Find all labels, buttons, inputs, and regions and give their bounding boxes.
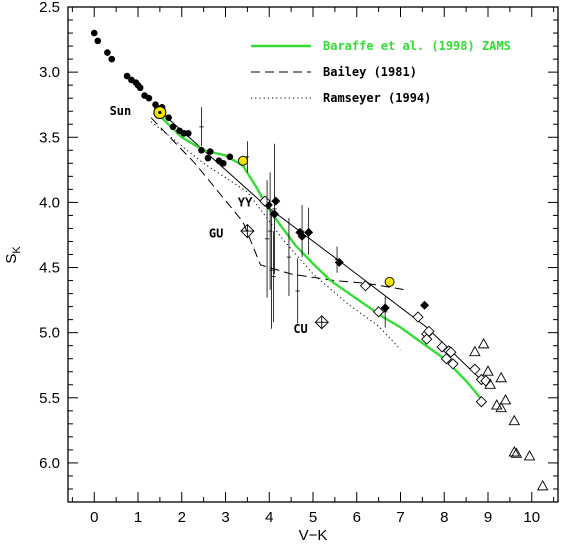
legend-label: Ramseyer (1994): [323, 91, 431, 105]
data-point-filled-circle: [90, 29, 98, 37]
data-point-filled-circle: [226, 153, 234, 161]
x-tick-label: 4: [265, 509, 273, 526]
data-point-filled-circle: [108, 55, 116, 63]
data-point-open-triangle: [523, 449, 536, 461]
data-point-open-triangle: [499, 393, 512, 405]
data-point-open-triangle: [510, 447, 523, 458]
data-point-open-diamond: [421, 333, 433, 345]
y-tick-label: 6.0: [39, 455, 60, 472]
data-point-open-diamond: [447, 358, 459, 370]
bailey-1981-line: [150, 117, 405, 291]
x-tick-label: 0: [90, 509, 98, 526]
data-point-yellow-circle: [238, 155, 248, 166]
annotations: Sun YY GU CU: [110, 104, 308, 336]
data-point-open-triangle: [477, 337, 490, 349]
data-point-open-diamond: [412, 311, 424, 323]
y-axis-label-subscript: K: [11, 246, 23, 254]
x-tick-label: 1: [134, 509, 142, 526]
data-point-filled-diamond: [271, 196, 281, 206]
x-tick-label: 10: [523, 509, 540, 526]
data-point-open-diamond: [372, 306, 385, 318]
y-tick-label: 3.0: [39, 64, 60, 81]
y-tick-label: 5.5: [39, 390, 60, 407]
data-point-open-diamond: [440, 353, 453, 365]
legend-label: Bailey (1981): [323, 65, 417, 79]
data-point-filled-circle: [145, 94, 153, 102]
fit-line: [155, 106, 484, 383]
data-point-open-diamond: [359, 280, 372, 292]
data-point-open-triangle: [536, 479, 549, 491]
data-point-filled-circle: [198, 146, 205, 154]
data-point-filled-circle: [134, 81, 142, 89]
y-tick-label: 2.5: [39, 0, 60, 16]
x-tick-label: 7: [396, 509, 404, 526]
y-axis-label-main: S: [3, 254, 20, 264]
data-point-open-triangle: [469, 345, 481, 357]
annotation-label: Sun: [110, 104, 132, 118]
data-point-open-diamond: [469, 363, 481, 375]
sun-symbol-dot: [158, 110, 162, 115]
x-tick-label: 3: [221, 509, 229, 526]
data-point-filled-circle: [123, 72, 131, 80]
data-point-filled-circle: [165, 114, 172, 122]
data-point-filled-circle: [204, 154, 212, 162]
y-axis-label: SK: [3, 246, 23, 264]
y-tick-label: 5.0: [39, 325, 60, 342]
data-point-filled-circle: [94, 37, 102, 45]
annotation-label: YY: [238, 195, 253, 209]
data-point-open-triangle: [508, 414, 521, 426]
data-point-open-triangle: [495, 401, 507, 413]
data-point-open-triangle: [490, 399, 503, 410]
x-tick-label: 6: [353, 509, 361, 526]
data-point-filled-circle: [206, 148, 214, 155]
data-point-filled-circle: [104, 49, 111, 56]
legend-label: Baraffe et al. (1998) ZAMS: [323, 39, 511, 53]
data-point-filled-circle: [185, 130, 192, 137]
x-tick-label: 5: [309, 509, 317, 526]
data-point-filled-circle: [220, 160, 227, 167]
axes-layer: 0 1 2 3 4 5 6 7 8 9 10 2.5 3.0 3.5 4.0 4.5 5.0 5.5 6.0: [39, 0, 558, 526]
x-tick-label: 8: [440, 509, 448, 526]
x-tick-label: 9: [484, 509, 492, 526]
y-tick-label: 4.5: [39, 260, 60, 277]
legend: Baraffe et al. (1998) ZAMS Bailey (1981) R…: [251, 39, 511, 105]
data-point-open-triangle: [495, 371, 507, 383]
baraffe-zams-line: [156, 112, 485, 403]
annotation-label: GU: [209, 227, 223, 241]
data-point-filled-circle: [169, 123, 177, 131]
data-point-open-triangle: [482, 365, 494, 376]
plot-frame: [67, 6, 559, 503]
data-point-open-triangle: [484, 378, 496, 389]
data-point-open-diamond: [445, 346, 457, 358]
x-axis-label: V−K: [299, 527, 328, 544]
annotation-label: CU: [293, 322, 307, 336]
data-point-yellow-circle: [384, 276, 395, 287]
y-tick-label: 3.5: [39, 129, 60, 146]
data-point-open-triangle: [508, 446, 521, 457]
y-tick-label: 4.0: [39, 194, 60, 211]
marker-layer: [90, 29, 549, 491]
ramseyer-1994-line: [150, 121, 401, 350]
data-point-open-diamond: [475, 396, 488, 408]
data-point-filled-diamond: [420, 300, 430, 310]
x-tick-label: 2: [178, 509, 186, 526]
